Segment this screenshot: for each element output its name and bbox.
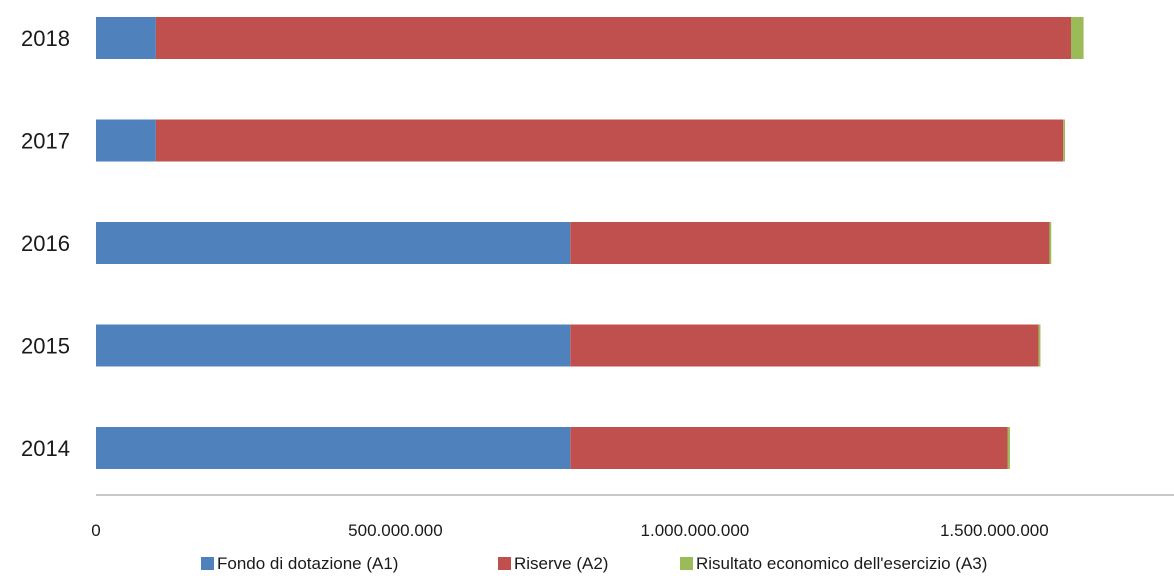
bar-2018-series-2 — [155, 17, 1071, 59]
bar-2015-series-1 — [96, 324, 571, 367]
bar-2014-series-3 — [1007, 427, 1010, 469]
legend-label: Fondo di dotazione (A1) — [217, 554, 398, 573]
bar-2017-series-2 — [155, 119, 1064, 162]
legend-swatch — [201, 557, 214, 570]
legend-label: Risultato economico dell'esercizio (A3) — [696, 554, 987, 573]
bars-group — [96, 17, 1084, 469]
x-tick-labels: 0 500.000.000 1.000.000.000 1.500.000.000 — [91, 521, 1048, 540]
bar-2017-series-1 — [96, 119, 156, 162]
category-label-2015: 2015 — [21, 334, 70, 359]
bar-2015-series-3 — [1038, 324, 1041, 367]
legend-label: Riserve (A2) — [514, 554, 608, 573]
category-label-2018: 2018 — [21, 26, 70, 51]
x-tick-label: 500.000.000 — [348, 521, 443, 540]
x-tick-label: 1.000.000.000 — [641, 521, 750, 540]
bar-2014-series-2 — [570, 427, 1008, 469]
bar-2015-series-2 — [570, 324, 1039, 367]
bar-2018-series-1 — [96, 17, 156, 59]
category-label-2016: 2016 — [21, 231, 70, 256]
x-tick-label: 1.500.000.000 — [940, 521, 1049, 540]
bar-2016-series-1 — [96, 222, 571, 264]
category-label-2014: 2014 — [21, 436, 70, 461]
legend-swatch — [680, 557, 693, 570]
bar-2018-series-3 — [1070, 17, 1084, 59]
bar-2016-series-3 — [1049, 222, 1052, 264]
legend-swatch — [498, 557, 511, 570]
category-labels: 2018 2017 2016 2015 2014 — [21, 26, 70, 461]
bar-2016-series-2 — [570, 222, 1050, 264]
bar-2017-series-3 — [1063, 119, 1066, 162]
legend: Fondo di dotazione (A1) Riserve (A2) Risul… — [201, 554, 987, 573]
x-tick-label: 0 — [91, 521, 100, 540]
category-label-2017: 2017 — [21, 129, 70, 154]
bar-2014-series-1 — [96, 427, 571, 469]
